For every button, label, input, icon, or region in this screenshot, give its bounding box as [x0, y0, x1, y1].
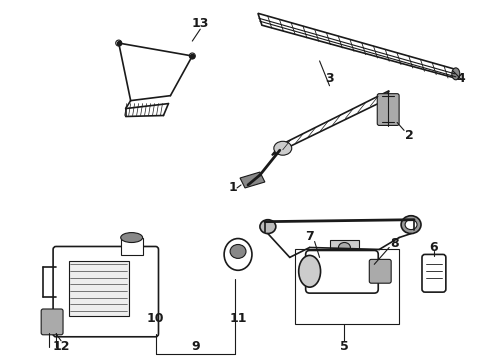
Text: 9: 9: [191, 340, 199, 353]
Ellipse shape: [274, 141, 292, 155]
Text: 12: 12: [52, 340, 70, 353]
Ellipse shape: [260, 220, 276, 234]
Text: 2: 2: [405, 129, 414, 142]
Polygon shape: [258, 13, 458, 79]
Text: 7: 7: [305, 230, 314, 243]
Text: 8: 8: [390, 237, 398, 250]
Bar: [69, 261, 129, 316]
Ellipse shape: [401, 216, 421, 234]
Text: 4: 4: [456, 72, 465, 85]
Ellipse shape: [121, 233, 143, 243]
Text: 3: 3: [325, 72, 334, 85]
Bar: [294, 249, 399, 324]
Text: 5: 5: [340, 340, 349, 353]
Ellipse shape: [405, 220, 417, 230]
Ellipse shape: [230, 244, 246, 258]
FancyBboxPatch shape: [377, 94, 399, 125]
Bar: [121, 238, 143, 255]
FancyBboxPatch shape: [369, 260, 391, 283]
Polygon shape: [240, 172, 265, 188]
Text: 6: 6: [430, 241, 438, 254]
FancyBboxPatch shape: [306, 251, 378, 293]
Ellipse shape: [452, 68, 460, 80]
Polygon shape: [272, 91, 389, 155]
FancyBboxPatch shape: [53, 247, 158, 337]
Ellipse shape: [339, 243, 350, 252]
Circle shape: [116, 40, 122, 46]
Text: 11: 11: [229, 312, 247, 325]
Ellipse shape: [299, 255, 320, 287]
Text: 1: 1: [229, 181, 238, 194]
FancyBboxPatch shape: [41, 309, 63, 335]
Text: 10: 10: [147, 312, 164, 325]
Ellipse shape: [224, 239, 252, 270]
FancyBboxPatch shape: [422, 255, 446, 292]
Bar: [329, 239, 359, 255]
Text: 13: 13: [192, 17, 209, 30]
Circle shape: [189, 53, 196, 59]
